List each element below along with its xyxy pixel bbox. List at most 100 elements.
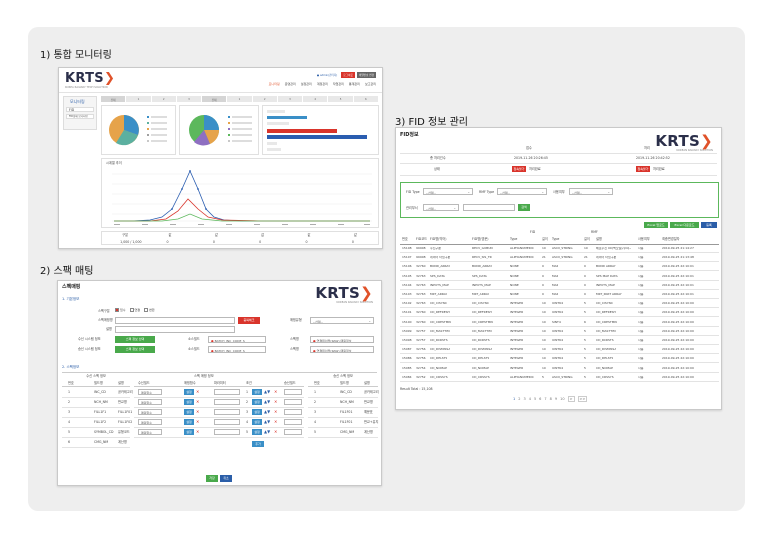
- tgt-table-input[interactable]: ● 연결테이블(RAW) 매핑정보: [310, 346, 374, 353]
- src-field-input[interactable]: ● BATCH_INC_CODE_S: [208, 336, 266, 343]
- page-8[interactable]: 8: [549, 397, 552, 401]
- mapping-tgt-input[interactable]: [284, 419, 302, 425]
- mapping-src-select[interactable]: 매핑함수: [138, 429, 162, 435]
- mapping-type-select[interactable]: --선택-- ⌄: [310, 317, 374, 324]
- rmf-type-select[interactable]: --선택-- ⌄: [497, 188, 547, 195]
- mapping-tgt-input[interactable]: [284, 399, 302, 405]
- excel-download-button[interactable]: Excel 다운로드: [670, 222, 699, 228]
- move-arrows-icon[interactable]: ▲▼: [264, 429, 271, 434]
- mapping-func-button[interactable]: 설정: [184, 389, 194, 395]
- mapping-param-input[interactable]: [214, 389, 240, 395]
- mapping-src-select[interactable]: 매핑함수: [138, 389, 162, 395]
- duplicate-check-button[interactable]: 중복체크: [238, 317, 260, 324]
- mapping-param-input[interactable]: [214, 429, 240, 435]
- radio-icon[interactable]: [144, 308, 149, 312]
- page-2[interactable]: 2: [518, 397, 521, 401]
- page-last-button[interactable]: >>: [577, 396, 588, 402]
- menu-item-1[interactable]: 운영관리: [284, 82, 296, 86]
- use-yn-select[interactable]: --선택-- ⌄: [569, 188, 613, 195]
- cancel-button[interactable]: 취소: [220, 475, 232, 482]
- dept-select[interactable]: --선택-- ⌄: [423, 204, 459, 211]
- mapping-src-select[interactable]: 매핑함수: [138, 399, 162, 405]
- delete-icon[interactable]: ✕: [274, 409, 278, 414]
- menu-item-6[interactable]: 보고관리: [364, 82, 376, 86]
- mapping-cond-button[interactable]: 설정: [252, 389, 262, 395]
- delete-icon[interactable]: ✕: [274, 429, 278, 434]
- monitor-tab-9[interactable]: 5: [328, 96, 354, 102]
- top-link-0[interactable]: ● admin(관리자): [316, 74, 338, 77]
- monitor-tab-10[interactable]: 6: [353, 96, 379, 102]
- page-9[interactable]: 9: [554, 397, 558, 401]
- move-arrows-icon[interactable]: ▲▼: [264, 409, 271, 414]
- register-button[interactable]: 등록: [701, 222, 717, 228]
- excel-upload-button[interactable]: Excel 업로드: [644, 222, 668, 228]
- delete-icon[interactable]: ✕: [196, 389, 200, 394]
- left-menu-item-fid-status[interactable]: FID상태 모니터링: [69, 115, 88, 118]
- mapping-cond-button[interactable]: 설정: [252, 399, 262, 405]
- mapping-tgt-input[interactable]: [284, 409, 302, 415]
- menu-item-4[interactable]: 작업관리: [332, 82, 344, 86]
- menu-item-2[interactable]: 설정관리: [300, 82, 312, 86]
- mapping-func-button[interactable]: 설정: [184, 429, 194, 435]
- src-table-input[interactable]: ● 연결테이블(RAW) 매핑정보: [310, 336, 374, 343]
- delete-icon[interactable]: ✕: [196, 399, 200, 404]
- radio-icon[interactable]: [115, 308, 119, 312]
- monitor-tab-4[interactable]: 전체: [202, 96, 228, 102]
- add-row-button[interactable]: 추가: [252, 441, 264, 447]
- save-button[interactable]: 저장: [206, 475, 218, 482]
- move-arrows-icon[interactable]: ▲▼: [264, 419, 271, 424]
- page-next-button[interactable]: >: [567, 396, 575, 402]
- spec-desc-input[interactable]: [115, 326, 235, 333]
- mapping-cond-button[interactable]: 설정: [252, 419, 262, 425]
- delete-icon[interactable]: ✕: [196, 419, 200, 424]
- monitor-tab-6[interactable]: 2: [252, 96, 278, 102]
- spec-type-option-0[interactable]: 입수: [115, 308, 126, 312]
- page-4[interactable]: 4: [528, 397, 531, 401]
- src-spec-select-button[interactable]: 스펙 정보 선택: [115, 336, 155, 343]
- page-3[interactable]: 3: [523, 397, 526, 401]
- radio-icon[interactable]: [129, 308, 134, 312]
- page-10[interactable]: 10: [560, 397, 565, 401]
- monitor-tab-3[interactable]: 3: [176, 96, 203, 102]
- page-1[interactable]: 1: [513, 397, 516, 401]
- menu-item-3[interactable]: 계정관리: [316, 82, 328, 86]
- left-menu-item-fid[interactable]: FID: [69, 108, 75, 112]
- page-6[interactable]: 6: [539, 397, 542, 401]
- mapping-src-select[interactable]: 매핑함수: [138, 419, 162, 425]
- tgt-field-input[interactable]: ● BATCH_INC_CODE_S: [208, 346, 266, 353]
- monitor-tab-2[interactable]: 2: [151, 96, 177, 102]
- monitor-tab-5[interactable]: 1: [227, 96, 253, 102]
- mapping-src-select[interactable]: 매핑함수: [138, 409, 162, 415]
- mapping-param-input[interactable]: [214, 409, 240, 415]
- mapping-cond-button[interactable]: 설정: [252, 409, 262, 415]
- delete-icon[interactable]: ✕: [196, 429, 200, 434]
- move-arrows-icon[interactable]: ▲▼: [264, 389, 271, 394]
- mapping-tgt-input[interactable]: [284, 389, 302, 395]
- dept-input[interactable]: [463, 204, 515, 211]
- mapping-param-input[interactable]: [214, 419, 240, 425]
- delete-icon[interactable]: ✕: [196, 409, 200, 414]
- top-link-2[interactable]: 비밀번호 변경: [356, 72, 376, 78]
- search-button[interactable]: 검색: [518, 204, 530, 211]
- delete-icon[interactable]: ✕: [274, 399, 278, 404]
- monitor-tab-7[interactable]: 3: [277, 96, 304, 102]
- tgt-spec-select-button[interactable]: 스펙 정보 선택: [115, 346, 155, 353]
- mapping-func-button[interactable]: 설정: [184, 399, 194, 405]
- mapping-cond-button[interactable]: 설정: [252, 429, 262, 435]
- menu-item-0[interactable]: 모니터링: [268, 82, 280, 86]
- spec-type-option-2[interactable]: 변환: [144, 308, 155, 312]
- mapping-tgt-input[interactable]: [284, 429, 302, 435]
- spec-name-input[interactable]: [115, 317, 235, 324]
- delete-icon[interactable]: ✕: [274, 419, 278, 424]
- mapping-param-input[interactable]: [214, 399, 240, 405]
- page-5[interactable]: 5: [533, 397, 537, 401]
- mapping-func-button[interactable]: 설정: [184, 419, 194, 425]
- monitor-tab-0[interactable]: 전체: [101, 96, 127, 102]
- page-7[interactable]: 7: [544, 397, 547, 401]
- top-link-1[interactable]: 로그아웃: [341, 72, 355, 78]
- monitor-tab-8[interactable]: 4: [303, 96, 329, 102]
- delete-icon[interactable]: ✕: [274, 389, 278, 394]
- monitor-tab-1[interactable]: 1: [126, 96, 152, 102]
- move-arrows-icon[interactable]: ▲▼: [264, 399, 271, 404]
- fid-type-select[interactable]: --선택-- ⌄: [423, 188, 473, 195]
